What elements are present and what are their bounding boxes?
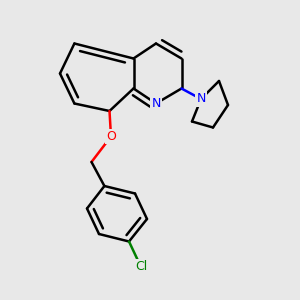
Text: O: O (106, 130, 116, 143)
Text: Cl: Cl (135, 260, 147, 274)
Text: N: N (196, 92, 206, 106)
Text: N: N (151, 97, 161, 110)
